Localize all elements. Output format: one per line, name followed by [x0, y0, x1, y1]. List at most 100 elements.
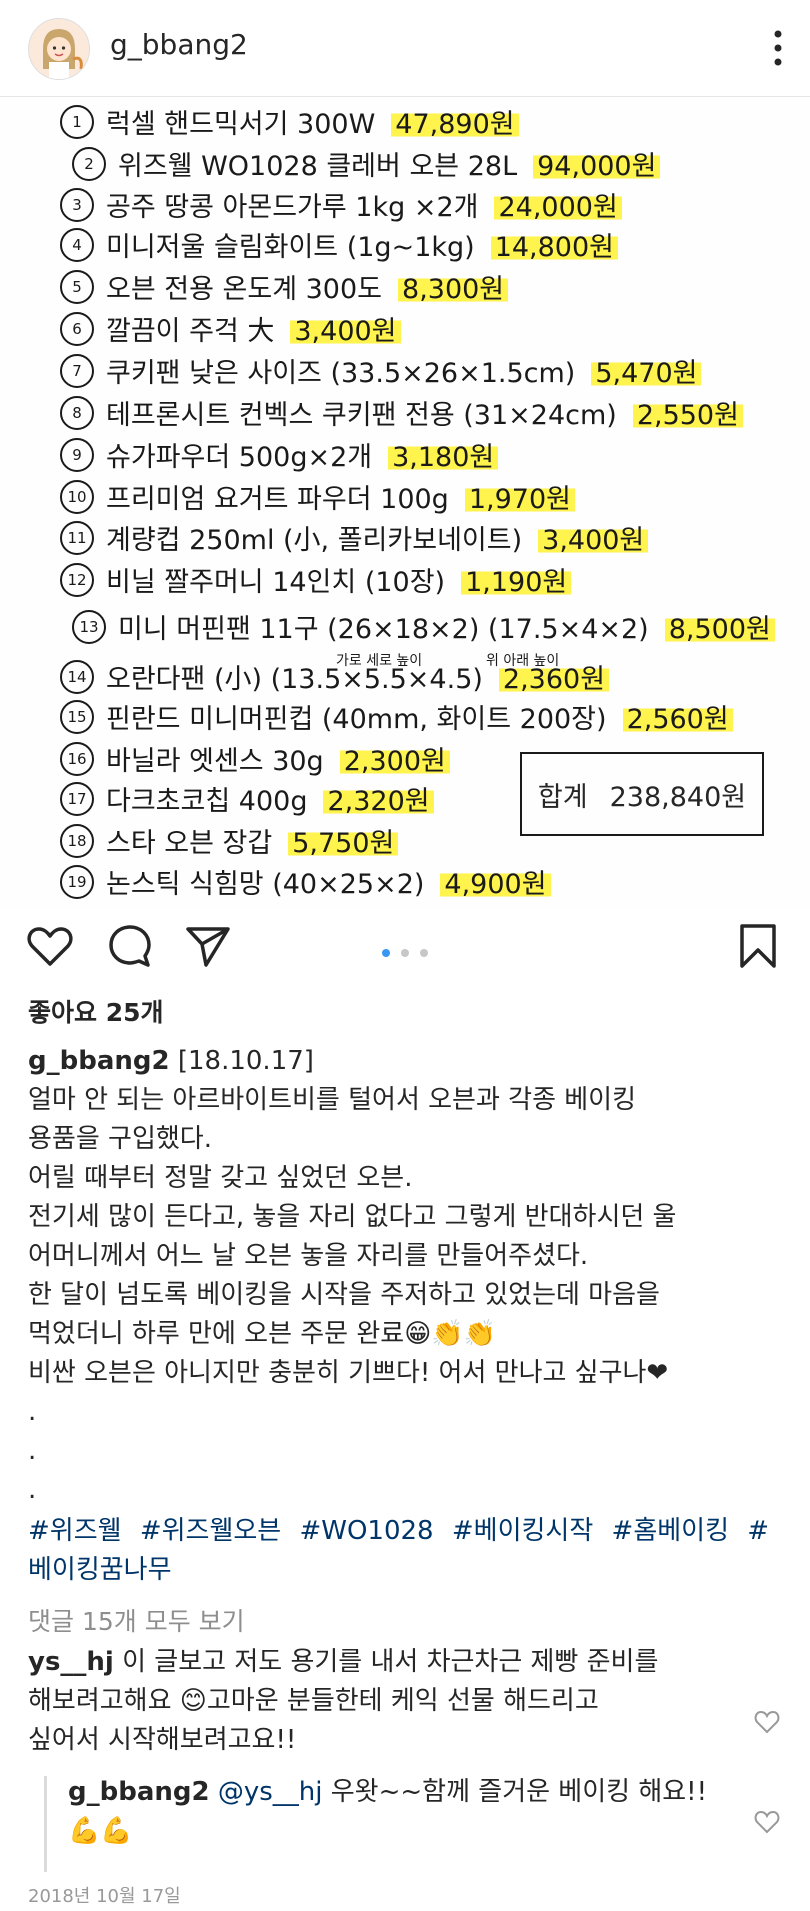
total-value: 238,840원 [609, 781, 747, 813]
item-number: 9 [60, 437, 94, 472]
caption-line: 먹었더니 하루 만에 오븐 주문 완료😁👏👏 [28, 1319, 497, 1349]
hashtag-link[interactable]: #베이킹시작 [451, 1516, 594, 1546]
carousel-dots [382, 942, 434, 961]
purchase-item: 9 슈가파우더 500g×2개 3,180원 [60, 435, 499, 475]
item-price: 3,400원 [538, 518, 649, 557]
more-options-icon[interactable] [768, 26, 788, 70]
reply-item: g_bbang2 @ys__hj 우왓~~함께 즐거운 베이킹 해요!! 💪💪 [68, 1773, 728, 1851]
reply-emoji: 💪💪 [68, 1816, 133, 1846]
item13-sublabel-left: 가로 세로 높이 [336, 653, 423, 669]
item-number: 1 [60, 104, 94, 139]
item-number: 16 [60, 741, 94, 776]
caption-line: 전기세 많이 든다고, 놓을 자리 없다고 그렇게 반대하시던 울 [28, 1202, 677, 1232]
purchase-item: 6 깔끔이 주걱 大 3,400원 [60, 309, 401, 349]
purchase-item: 10 프리미엄 요거트 파우더 100g 1,970원 [60, 477, 575, 517]
reply-username[interactable]: g_bbang2 [68, 1777, 210, 1807]
item-name: 비닐 짤주머니 14인치 (10장) [106, 567, 446, 598]
item-name: 논스틱 식힘망 (40×25×2) [106, 869, 425, 900]
caption-line: . [28, 1475, 37, 1505]
reply-like-icon[interactable] [754, 1810, 780, 1834]
header-username[interactable]: g_bbang2 [110, 28, 248, 61]
item-number: 14 [60, 659, 94, 694]
carousel-dot-active [382, 949, 390, 957]
item-name: 깔끔이 주걱 大 [106, 316, 275, 347]
item-price: 24,000원 [494, 185, 622, 224]
item-price: 8,500원 [664, 607, 775, 646]
caption-username[interactable]: g_bbang2 [28, 1046, 170, 1076]
post-image-note[interactable]: 1 럭셀 핸드믹서기 300W 47,890원 2 위즈웰 WO1028 클레버 오븐 … [0, 97, 810, 909]
item-name: 프리미엄 요거트 파우더 100g [106, 484, 449, 515]
hashtag-list: #위즈웰 #위즈웰오븐 #WO1028 #베이킹시작 #홈베이킹 #베이킹꿈나무 [28, 1512, 788, 1590]
comment-item: ys__hj 이 글보고 저도 용기를 내서 차근차근 제빵 준비를 해보려고해… [28, 1643, 728, 1760]
caption-header: g_bbang2 [18.10.17] [28, 1042, 788, 1081]
hashtag-link[interactable]: #WO1028 [299, 1516, 434, 1546]
caption-line: 한 달이 넘도록 베이킹을 시작을 주저하고 있었는데 마음을 [28, 1280, 660, 1310]
item-number: 2 [72, 146, 106, 181]
item-name: 미니 머핀팬 11구 (26×18×2) (17.5×4×2) [118, 614, 649, 645]
item-price: 2,320원 [323, 779, 434, 818]
caption-line: 비싼 오븐은 아니지만 충분히 기쁘다! 어서 만나고 싶구나❤ [28, 1358, 669, 1388]
total-label: 합계 [537, 781, 588, 813]
comment-text-line: 해보려고해요 😊고마운 분들한테 케익 선물 해드리고 [28, 1686, 599, 1716]
carousel-dot [420, 949, 429, 957]
purchase-item: 13 미니 머핀팬 11구 (26×18×2) (17.5×4×2) 8,500원 [72, 607, 775, 647]
item-number: 12 [60, 562, 94, 597]
item-price: 5,470원 [591, 351, 702, 390]
reply-line: g_bbang2 @ys__hj 우왓~~함께 즐거운 베이킹 해요!! [68, 1773, 728, 1812]
purchase-item: 16 바닐라 엣센스 30g 2,300원 [60, 739, 450, 779]
comment-username[interactable]: ys__hj [28, 1647, 114, 1677]
post-date: 2018년 10월 17일 [28, 1886, 181, 1907]
item-name: 미니저울 슬림화이트 (1g~1kg) [106, 232, 475, 263]
comment-bubble-icon[interactable] [104, 920, 156, 972]
like-count[interactable]: 좋아요 25개 [28, 998, 164, 1027]
item-price: 2,560원 [622, 697, 733, 736]
purchase-item: 2 위즈웰 WO1028 클레버 오븐 28L 94,000원 [72, 144, 661, 184]
item-price: 2,550원 [632, 393, 743, 432]
comment-like-icon[interactable] [754, 1710, 780, 1734]
post-header: g_bbang2 [0, 0, 810, 97]
purchase-item: 19 논스틱 식힘망 (40×25×2) 4,900원 [60, 862, 551, 902]
item-name: 다크초코칩 400g [106, 786, 308, 817]
item-price: 47,890원 [391, 102, 519, 141]
purchase-item: 17 다크초코칩 400g 2,320원 [60, 779, 434, 819]
purchase-item: 3 공주 땅콩 아몬드가루 1kg ×2개 24,000원 [60, 185, 622, 225]
reply-mention[interactable]: @ys__hj [217, 1777, 323, 1807]
item-price: 1,970원 [464, 477, 575, 516]
hashtag-link[interactable]: #홈베이킹 [611, 1516, 729, 1546]
item-price: 8,300원 [398, 267, 509, 306]
item-number: 18 [60, 823, 94, 858]
caption-line: 얼마 안 되는 아르바이트비를 털어서 오븐과 각종 베이킹 [28, 1085, 637, 1115]
purchase-item: 12 비닐 짤주머니 14인치 (10장) 1,190원 [60, 560, 572, 600]
item-price: 3,180원 [388, 435, 499, 474]
caption-line: 어릴 때부터 정말 갖고 싶었던 오븐. [28, 1163, 413, 1193]
item13-sublabel-right: 위 아래 높이 [486, 653, 560, 669]
purchase-item: 1 럭셀 핸드믹서기 300W 47,890원 [60, 102, 519, 142]
item-name: 계량컵 250ml (小, 폴리카보네이트) [106, 525, 523, 556]
item-name: 쿠키팬 낮은 사이즈 (33.5×26×1.5cm) [106, 358, 576, 389]
item-number: 5 [60, 269, 94, 304]
profile-avatar[interactable] [28, 18, 90, 80]
item-name: 오란다팬 (小) (13.5×5.5×4.5) [106, 664, 483, 695]
hashtag-link[interactable]: #위즈웰오븐 [139, 1516, 282, 1546]
hashtag-link[interactable]: #위즈웰 [28, 1516, 122, 1546]
item-number: 19 [60, 864, 94, 899]
item-price: 4,900원 [440, 862, 551, 901]
like-heart-icon[interactable] [24, 920, 76, 972]
view-all-comments-link[interactable]: 댓글 15개 모두 보기 [28, 1607, 245, 1636]
caption-line: . [28, 1397, 37, 1427]
purchase-item: 7 쿠키팬 낮은 사이즈 (33.5×26×1.5cm) 5,470원 [60, 351, 702, 391]
comment-line: ys__hj 이 글보고 저도 용기를 내서 차근차근 제빵 준비를 [28, 1643, 728, 1682]
purchase-item: 15 핀란드 미니머핀컵 (40mm, 화이트 200장) 2,560원 [60, 697, 733, 737]
item-price: 3,400원 [290, 309, 401, 348]
item-name: 공주 땅콩 아몬드가루 1kg ×2개 [106, 192, 479, 223]
item-number: 8 [60, 395, 94, 430]
purchase-item: 4 미니저울 슬림화이트 (1g~1kg) 14,800원 [60, 225, 619, 265]
item-name: 슈가파우더 500g×2개 [106, 442, 373, 473]
item-number: 10 [60, 479, 94, 514]
post-caption: g_bbang2 [18.10.17] 얼마 안 되는 아르바이트비를 털어서 … [28, 1042, 788, 1510]
share-send-icon[interactable] [182, 920, 234, 972]
bookmark-save-icon[interactable] [732, 920, 784, 972]
purchase-item: 11 계량컵 250ml (小, 폴리카보네이트) 3,400원 [60, 518, 649, 558]
hashtag-link[interactable]: #베이킹꿈나무 [28, 1516, 770, 1585]
purchase-item: 18 스타 오븐 장갑 5,750원 [60, 821, 399, 861]
